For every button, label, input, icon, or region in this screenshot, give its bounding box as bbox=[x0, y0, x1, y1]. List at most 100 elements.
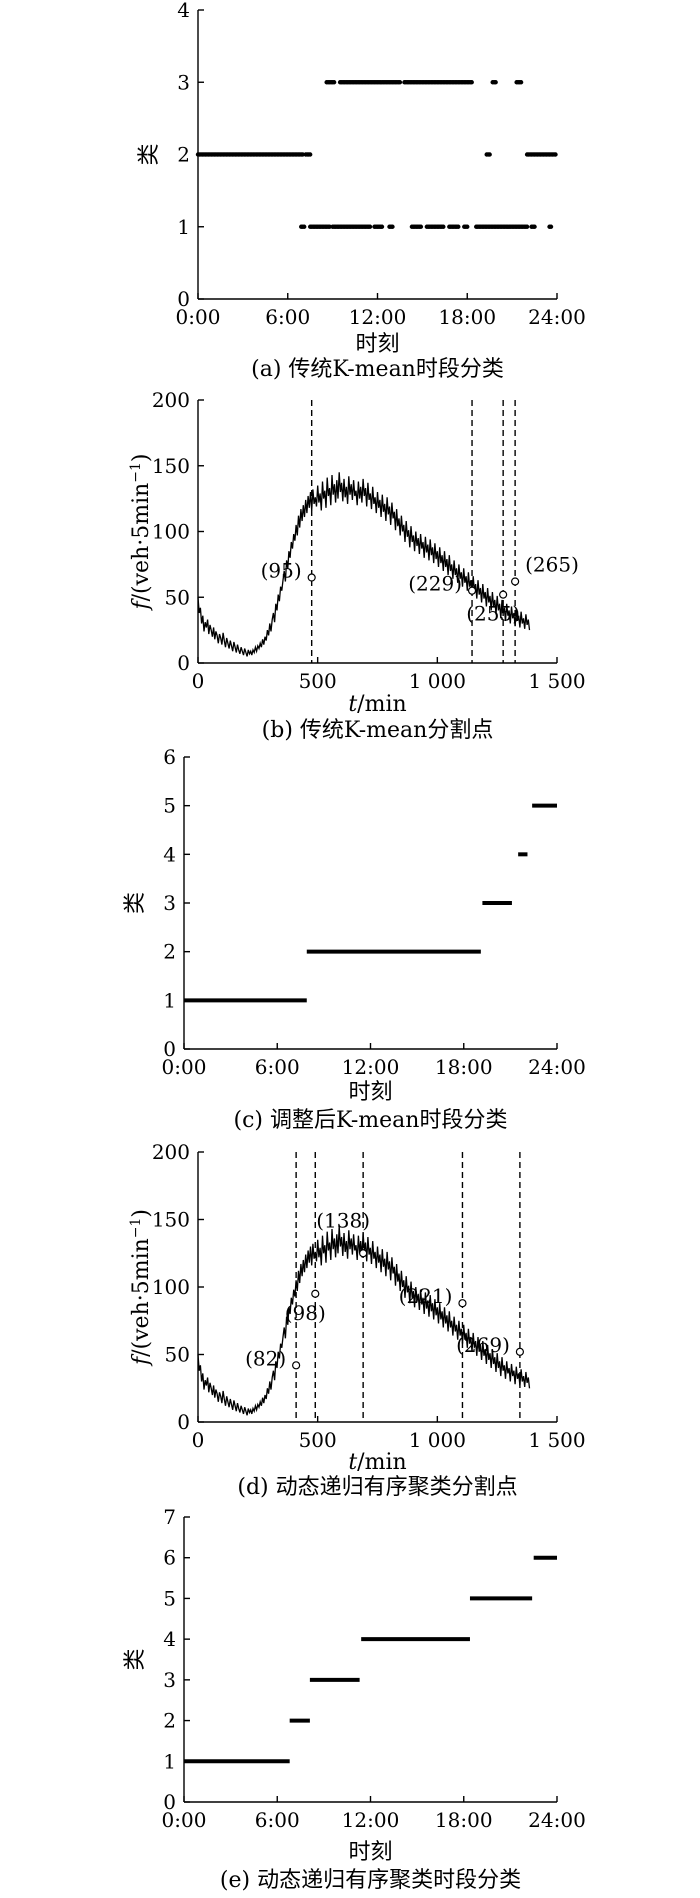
x-tick-label: 6:00 bbox=[255, 1055, 300, 1079]
y-tick-label: 1 bbox=[163, 1749, 176, 1773]
y-tick-label: 0 bbox=[177, 287, 190, 311]
x-tick-label: 18:00 bbox=[435, 1808, 493, 1832]
x-tick-label: 0:00 bbox=[176, 305, 221, 329]
data-point bbox=[302, 224, 307, 229]
chart-caption: (a) 传统K-mean时段分类 bbox=[251, 357, 504, 382]
y-axis-label: 类 bbox=[137, 143, 162, 165]
x-tick-label: 1 500 bbox=[528, 669, 585, 693]
y-tick-label: 100 bbox=[152, 520, 190, 544]
data-point bbox=[553, 152, 558, 157]
data-point bbox=[465, 224, 470, 229]
split-point-label: (265) bbox=[525, 552, 579, 576]
chart-panel-d: 0 50 100 150 200 0 500 1 000 1 500 t/min f/(veh·5m… bbox=[128, 1140, 586, 1500]
split-point-label: (82) bbox=[245, 1346, 286, 1370]
y-tick-label: 5 bbox=[163, 1586, 176, 1610]
x-axis-label: 时刻 bbox=[348, 1840, 392, 1865]
x-tick-label: 18:00 bbox=[438, 305, 496, 329]
data-point bbox=[307, 152, 313, 157]
data-point bbox=[379, 224, 385, 229]
flow-line bbox=[197, 472, 531, 657]
y-tick-label: 6 bbox=[163, 745, 176, 769]
split-point-marker bbox=[307, 573, 316, 582]
y-tick-label: 100 bbox=[152, 1275, 190, 1299]
x-axis-label: t/min bbox=[348, 1450, 406, 1475]
y-axis-label: 类 bbox=[123, 1648, 148, 1670]
y-tick-label: 0 bbox=[163, 1790, 176, 1814]
y-tick-label: 200 bbox=[152, 1140, 190, 1164]
y-tick-label: 3 bbox=[177, 70, 190, 94]
x-tick-label: 6:00 bbox=[265, 305, 310, 329]
data-point bbox=[456, 224, 461, 229]
split-point-marker bbox=[458, 1299, 467, 1308]
chart-panel-e: 0 1 2 3 4 5 6 7 0:00 6:00 12:00 18:00 24:00 时刻 类 (e) 动态… bbox=[123, 1505, 586, 1893]
x-tick-label: 0 bbox=[192, 669, 205, 693]
x-tick-label: 1 500 bbox=[528, 1428, 585, 1452]
x-tick-label: 6:00 bbox=[255, 1808, 300, 1832]
split-point-marker bbox=[467, 586, 477, 595]
y-tick-label: 0 bbox=[163, 1037, 176, 1061]
y-axis-label: 类 bbox=[123, 892, 148, 914]
split-point-label: (269) bbox=[456, 1333, 510, 1357]
y-tick-label: 50 bbox=[165, 585, 190, 609]
split-point-label: (98) bbox=[285, 1301, 326, 1325]
x-tick-label: 500 bbox=[299, 669, 337, 693]
x-axis-label: t/min bbox=[348, 692, 406, 717]
data-point bbox=[524, 224, 530, 229]
x-tick-label: 1 000 bbox=[409, 1428, 466, 1452]
x-tick-label: 24:00 bbox=[528, 1055, 586, 1079]
split-point-label: (255) bbox=[466, 602, 520, 626]
y-tick-label: 1 bbox=[177, 215, 190, 239]
y-axis-label: f/(veh·5min−1) bbox=[128, 453, 154, 611]
split-point-marker bbox=[292, 1361, 301, 1370]
x-tick-label: 0:00 bbox=[162, 1055, 207, 1079]
data-point bbox=[493, 80, 498, 85]
x-tick-label: 500 bbox=[299, 1428, 337, 1452]
split-point-marker bbox=[515, 1347, 525, 1356]
split-point-marker bbox=[499, 590, 508, 599]
y-tick-label: 50 bbox=[165, 1343, 190, 1367]
chart-panel-a: 0 1 2 3 4 0:00 6:00 12:00 18:00 24:00 时刻 类 (a) 传统K-m… bbox=[137, 0, 586, 382]
x-tick-label: 24:00 bbox=[528, 1808, 586, 1832]
split-point-label: (229) bbox=[408, 572, 462, 596]
y-tick-label: 2 bbox=[163, 1709, 176, 1733]
x-axis-label: 时刻 bbox=[355, 332, 399, 357]
y-tick-label: 7 bbox=[163, 1505, 176, 1529]
data-point bbox=[397, 80, 403, 85]
y-tick-label: 200 bbox=[152, 388, 190, 412]
y-tick-label: 4 bbox=[163, 842, 176, 866]
chart-caption: (c) 调整后K-mean时段分类 bbox=[234, 1108, 508, 1133]
split-point-label: (138) bbox=[316, 1208, 370, 1232]
chart-caption: (d) 动态递归有序聚类分割点 bbox=[237, 1475, 517, 1500]
y-tick-label: 0 bbox=[177, 1410, 190, 1434]
y-tick-label: 3 bbox=[163, 891, 176, 915]
data-point bbox=[390, 224, 395, 229]
x-tick-label: 12:00 bbox=[349, 305, 407, 329]
x-tick-label: 12:00 bbox=[342, 1808, 400, 1832]
y-tick-label: 0 bbox=[177, 651, 190, 675]
y-axis-label: f/(veh·5min−1) bbox=[128, 1209, 154, 1367]
x-tick-label: 0:00 bbox=[162, 1808, 207, 1832]
y-tick-label: 4 bbox=[163, 1627, 176, 1651]
chart-panel-b: 0 50 100 150 200 0 500 1 000 1 500 t/min f/(veh·5m… bbox=[128, 388, 586, 743]
data-point bbox=[469, 80, 474, 85]
y-tick-label: 6 bbox=[163, 1546, 176, 1570]
data-point bbox=[367, 224, 373, 229]
x-tick-label: 18:00 bbox=[435, 1055, 493, 1079]
split-point-marker bbox=[359, 1249, 368, 1258]
split-point-label: (221) bbox=[399, 1284, 453, 1308]
y-tick-label: 2 bbox=[163, 940, 176, 964]
chart-caption: (b) 传统K-mean分割点 bbox=[262, 718, 494, 743]
data-point bbox=[548, 224, 554, 229]
flow-line bbox=[197, 1226, 531, 1416]
data-point bbox=[487, 152, 492, 157]
data-point bbox=[418, 224, 424, 229]
y-tick-label: 2 bbox=[177, 143, 190, 167]
y-tick-label: 4 bbox=[177, 0, 190, 22]
y-tick-label: 3 bbox=[163, 1668, 176, 1692]
x-tick-label: 24:00 bbox=[528, 305, 586, 329]
split-point-marker bbox=[511, 577, 520, 586]
x-axis-label: 时刻 bbox=[348, 1080, 392, 1105]
split-point-marker bbox=[311, 1289, 320, 1298]
x-tick-label: 12:00 bbox=[342, 1055, 400, 1079]
